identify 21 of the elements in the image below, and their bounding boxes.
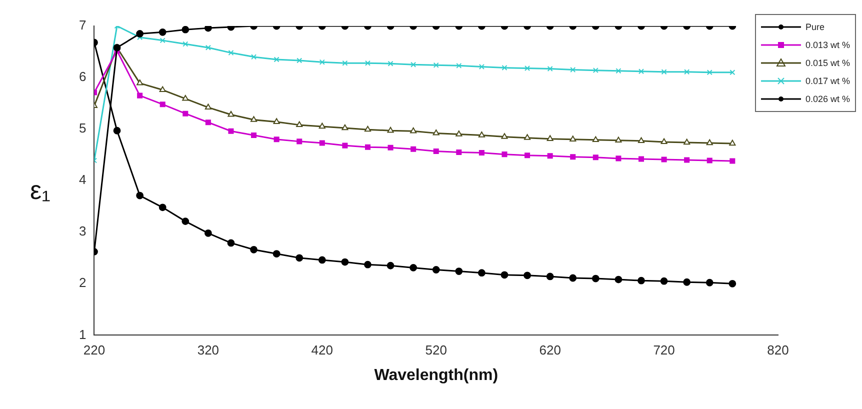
legend-label: 0.013 wt % bbox=[805, 40, 850, 50]
x-axis-title: Wavelength(nm) bbox=[374, 366, 498, 384]
legend-label: 0.017 wt % bbox=[805, 76, 850, 86]
x-tick-label: 420 bbox=[311, 342, 334, 358]
legend-label: 0.026 wt % bbox=[805, 94, 850, 104]
x-tick-label: 720 bbox=[653, 342, 675, 358]
x-tick-label: 220 bbox=[83, 342, 106, 358]
y-tick-label: 5 bbox=[78, 120, 86, 136]
y-tick-label: 6 bbox=[78, 69, 86, 84]
y-tick-label: 2 bbox=[78, 275, 86, 290]
x-tick-label: 620 bbox=[539, 342, 561, 358]
y-tick-label: 1 bbox=[78, 326, 86, 342]
y-tick-label: 7 bbox=[78, 18, 86, 33]
x-tick-label: 320 bbox=[197, 342, 220, 358]
x-tick-label: 820 bbox=[767, 342, 789, 358]
y-tick-label: 3 bbox=[78, 224, 86, 239]
legend-label: Pure bbox=[805, 22, 824, 32]
legend-label: 0.015 wt % bbox=[805, 58, 850, 68]
y-tick-label: 4 bbox=[78, 172, 86, 188]
y-axis-title: ε₁ bbox=[30, 175, 50, 206]
x-tick-label: 520 bbox=[425, 342, 447, 358]
